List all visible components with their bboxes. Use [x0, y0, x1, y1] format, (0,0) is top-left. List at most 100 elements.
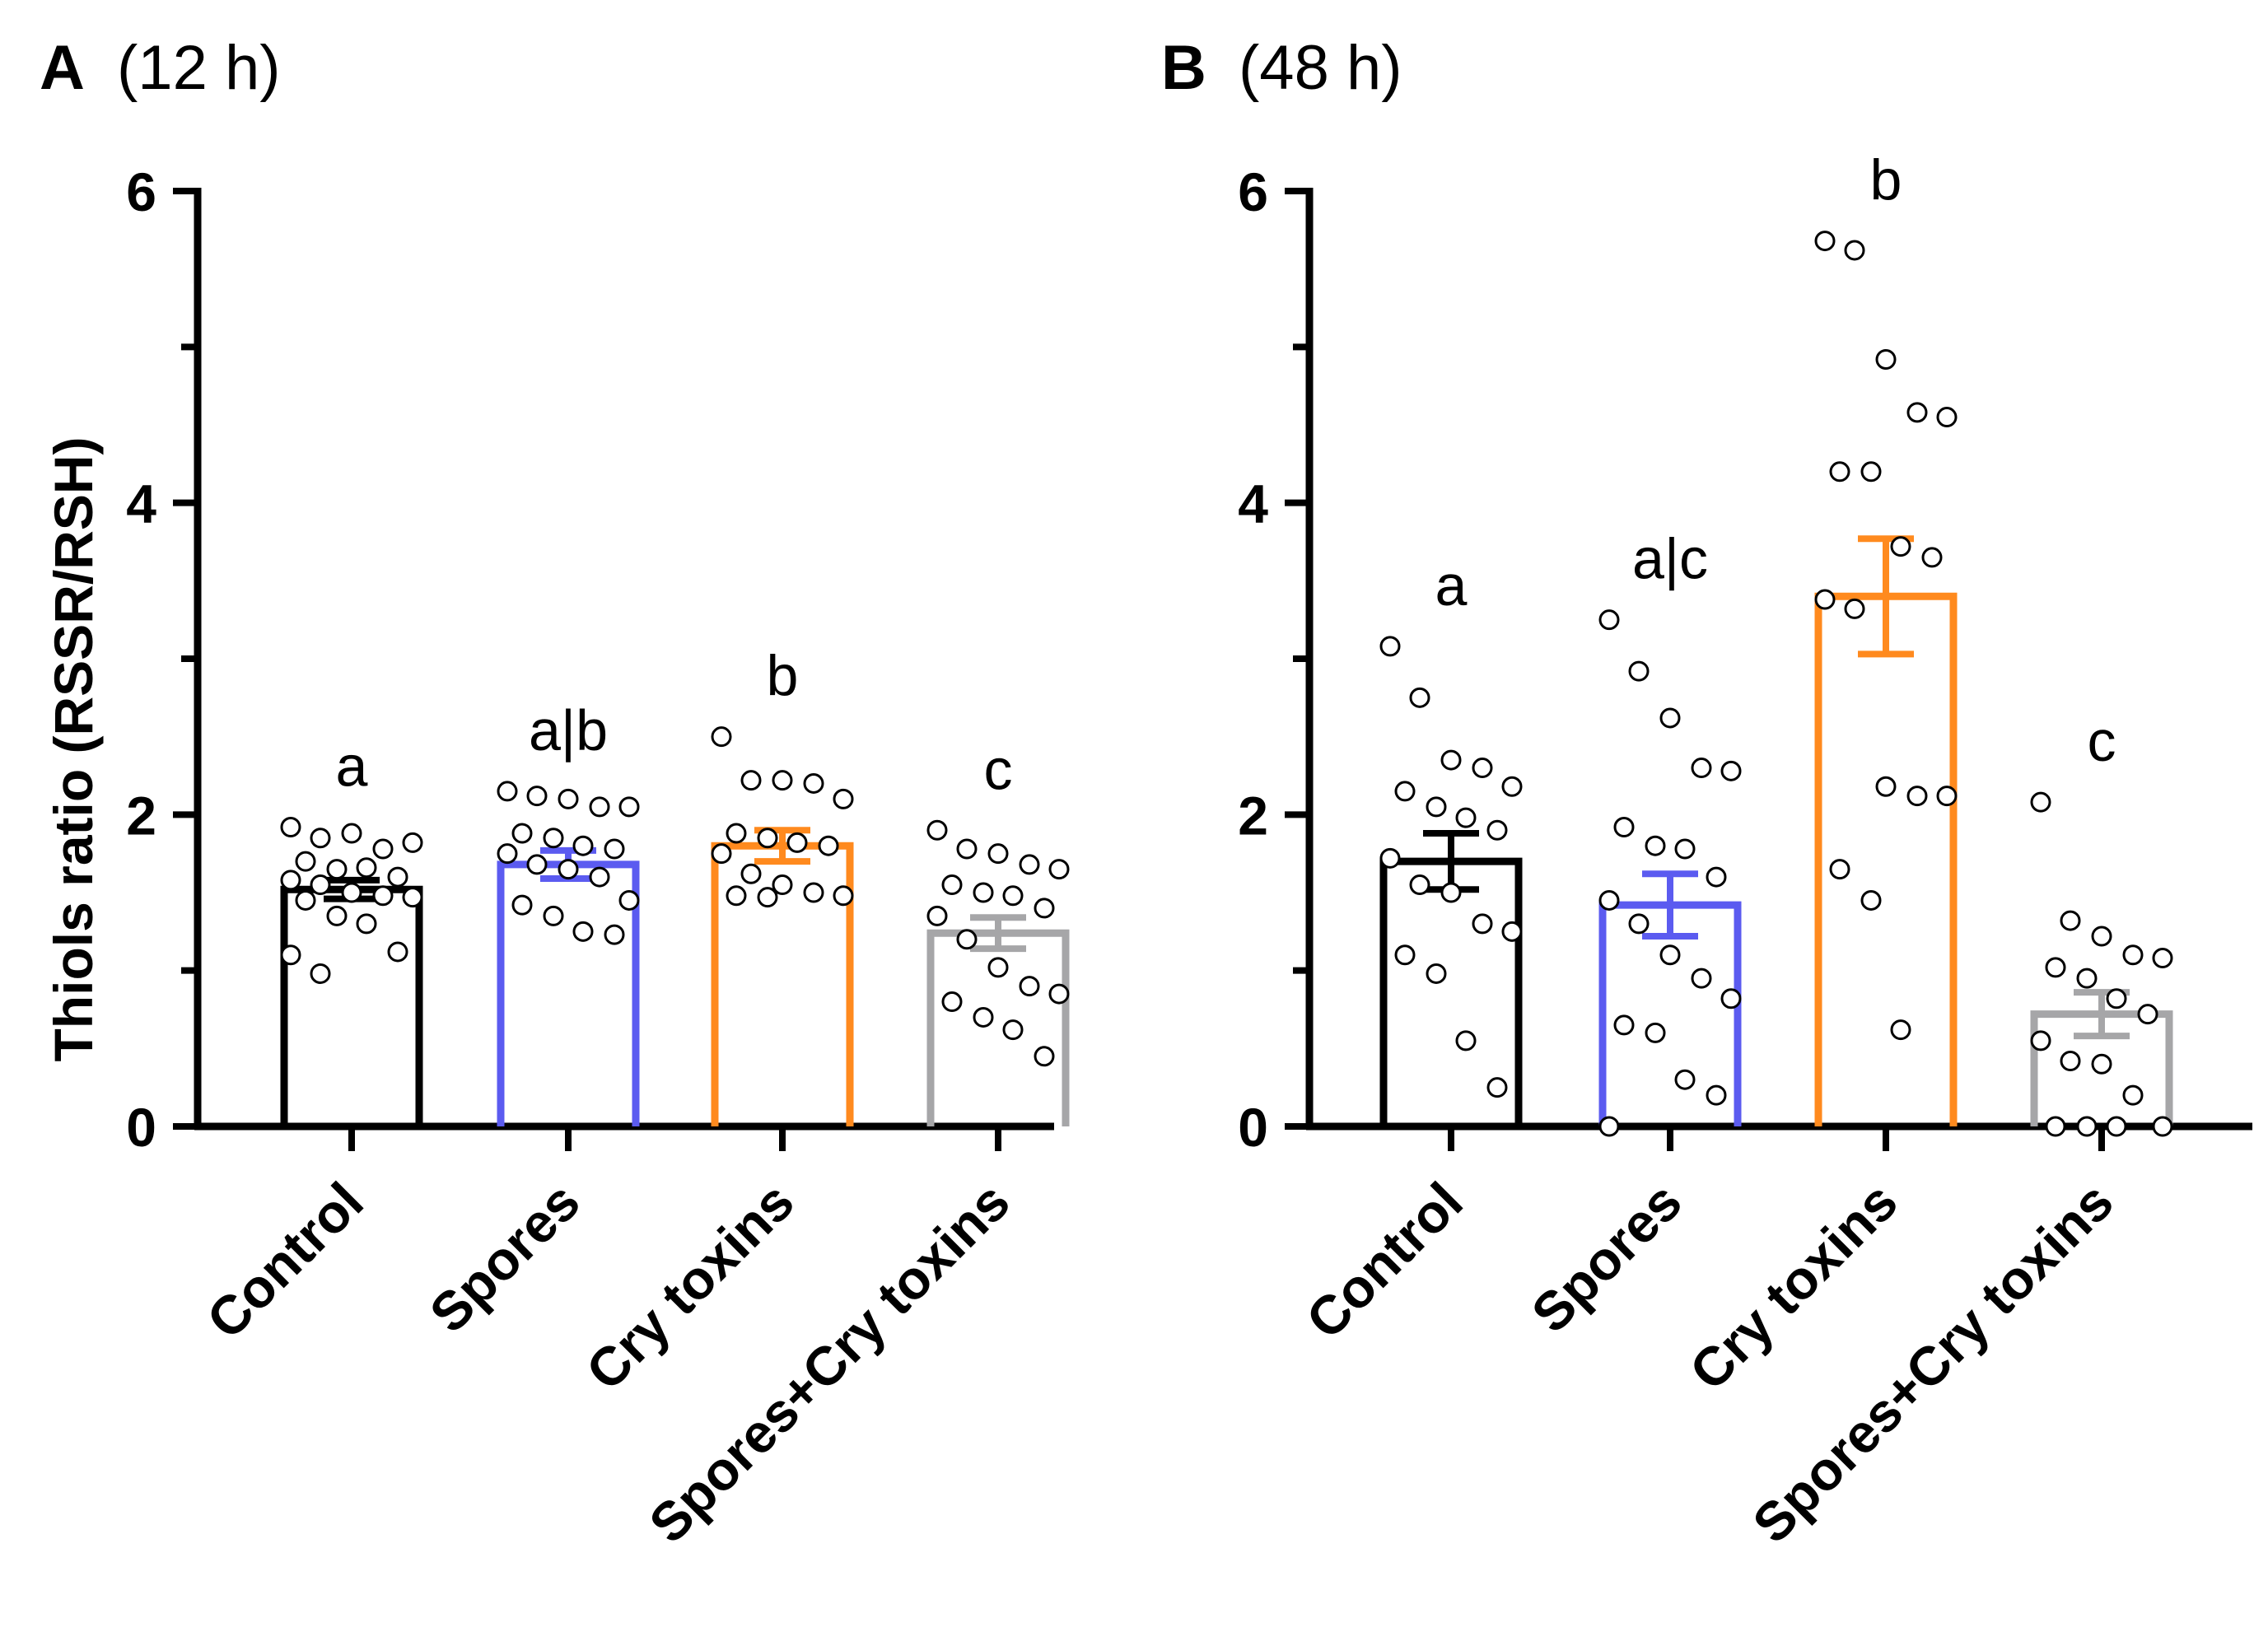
panel-0-data-point-2 — [833, 885, 854, 907]
panel-0-data-point-3 — [1019, 854, 1040, 875]
panel-0-data-point-0 — [310, 963, 331, 984]
panel-0-significance-3: c — [984, 737, 1013, 801]
panel-1-data-point-0 — [1440, 882, 1462, 903]
panel-0-data-point-3 — [1019, 976, 1040, 997]
panel-0-data-point-1 — [604, 924, 625, 945]
panel-1-data-point-2 — [1814, 589, 1836, 610]
panel-1-y-tick-label: 0 — [1238, 1097, 1268, 1158]
panel-1-data-point-1 — [1706, 1084, 1727, 1106]
panel-1-significance-3: c — [2088, 709, 2116, 773]
panel-0-data-point-3 — [926, 819, 948, 841]
panel-0-data-point-1 — [572, 921, 594, 942]
panel-0-data-point-3 — [1048, 983, 1070, 1005]
panel-1-data-point-3 — [2030, 1030, 2051, 1051]
panel-0-data-point-3 — [987, 957, 1009, 978]
panel-1-data-point-3 — [2030, 791, 2051, 813]
panel-0-data-point-3 — [1034, 1046, 1055, 1067]
panel-1-data-point-0 — [1379, 847, 1401, 869]
panel-1-data-point-1 — [1628, 660, 1650, 682]
panel-1-data-point-3 — [2060, 910, 2081, 931]
panel-1-data-point-1 — [1659, 944, 1681, 966]
panel-1-y-tick-label: 2 — [1238, 785, 1268, 846]
panel-0-data-point-0 — [402, 832, 423, 853]
panel-1-data-point-0 — [1394, 944, 1416, 966]
panel-1-data-point-3 — [2045, 957, 2066, 978]
panel-1-data-point-2 — [1844, 598, 1865, 619]
panel-0-data-point-1 — [511, 823, 533, 844]
panel-1-data-point-2 — [1875, 776, 1897, 797]
panel-1-data-point-1 — [1613, 1014, 1635, 1036]
panel-0-data-point-0 — [310, 828, 331, 849]
panel-0-letter: A — [40, 33, 85, 103]
panel-1-data-point-1 — [1598, 889, 1620, 911]
panel-1-data-point-2 — [1844, 240, 1865, 261]
panel-1-data-point-2 — [1906, 402, 1928, 423]
panel-1-data-point-3 — [2076, 1116, 2098, 1137]
panel-1-data-point-1 — [1598, 1116, 1620, 1137]
panel-1-data-point-1 — [1613, 816, 1635, 837]
panel-1-data-point-1 — [1645, 1022, 1666, 1043]
panel-0-data-point-2 — [711, 843, 732, 865]
panel-1-data-point-2 — [1890, 1019, 1911, 1041]
panel-1-data-point-0 — [1455, 807, 1477, 828]
panel-0-data-point-1 — [497, 781, 518, 802]
panel-0-data-point-2 — [803, 772, 824, 794]
panel-0-data-point-2 — [757, 887, 778, 908]
panel-0-data-point-3 — [956, 929, 978, 950]
panel-0-data-point-1 — [589, 796, 610, 818]
panel-1-data-point-1 — [1706, 866, 1727, 888]
panel-1-data-point-1 — [1674, 1069, 1696, 1090]
panel-0-data-point-0 — [341, 823, 362, 844]
panel-1-data-point-1 — [1720, 988, 1742, 1010]
panel-0-data-point-3 — [1002, 885, 1024, 907]
panel-1-data-point-0 — [1379, 636, 1401, 657]
panel-0-category-label-2: Cry toxins — [574, 1171, 805, 1402]
panel-1-data-point-0 — [1426, 963, 1447, 984]
panel-0-data-point-1 — [558, 859, 579, 880]
panel-0-time: (12 h) — [117, 33, 281, 103]
panel-1-data-point-0 — [1472, 758, 1493, 779]
panel-0-data-point-0 — [326, 859, 348, 880]
panel-1-data-point-3 — [2091, 926, 2112, 947]
panel-1-data-point-1 — [1645, 835, 1666, 856]
panel-1-data-point-0 — [1486, 1077, 1508, 1098]
panel-0-category-label-0: Control — [195, 1171, 375, 1350]
panel-0-y-tick-label: 6 — [126, 161, 156, 222]
panel-0-data-point-3 — [973, 882, 994, 903]
panel-1-data-point-0 — [1501, 921, 1523, 942]
panel-0-data-point-1 — [618, 796, 640, 818]
panel-0-data-point-1 — [558, 788, 579, 809]
panel-0-data-point-2 — [803, 882, 824, 903]
panel-1-data-point-2 — [1921, 547, 1943, 568]
panel-1-data-point-3 — [2106, 988, 2127, 1010]
panel-0-data-point-3 — [987, 843, 1009, 865]
panel-1-data-point-3 — [2106, 1116, 2127, 1137]
panel-0-data-point-0 — [402, 887, 423, 908]
panel-1-letter: B — [1161, 33, 1206, 103]
panel-0-data-point-0 — [295, 889, 316, 911]
panel-0-data-point-0 — [280, 816, 301, 837]
panel-0-data-point-3 — [926, 905, 948, 926]
panel-1-significance-1: a|c — [1632, 527, 1708, 591]
panel-1-data-point-2 — [1875, 348, 1897, 370]
panel-0-data-point-2 — [786, 832, 808, 853]
panel-0-data-point-3 — [941, 991, 963, 1013]
panel-1-data-point-3 — [2137, 1004, 2158, 1025]
panel-0-data-point-3 — [1048, 859, 1070, 880]
panel-0-data-point-3 — [1034, 898, 1055, 919]
panel-0-y-tick-label: 0 — [126, 1097, 156, 1158]
panel-1-data-point-1 — [1598, 609, 1620, 631]
panel-1-y-tick-label: 4 — [1238, 473, 1268, 534]
panel-0-data-point-1 — [543, 905, 564, 926]
panel-0-data-point-0 — [295, 851, 316, 872]
panel-0-bar-0 — [280, 885, 423, 1126]
panel-1-category-label-3: Spores+Cry toxins — [1741, 1171, 2125, 1555]
panel-0-data-point-0 — [387, 941, 408, 963]
panel-0-data-point-0 — [356, 913, 377, 935]
panel-0-category-label-3: Spores+Cry toxins — [637, 1171, 1021, 1555]
panel-1-data-point-2 — [1936, 407, 1958, 428]
panel-0-data-point-2 — [726, 885, 747, 907]
panel-1-data-point-3 — [2152, 1116, 2173, 1137]
panel-1-data-point-1 — [1674, 838, 1696, 860]
